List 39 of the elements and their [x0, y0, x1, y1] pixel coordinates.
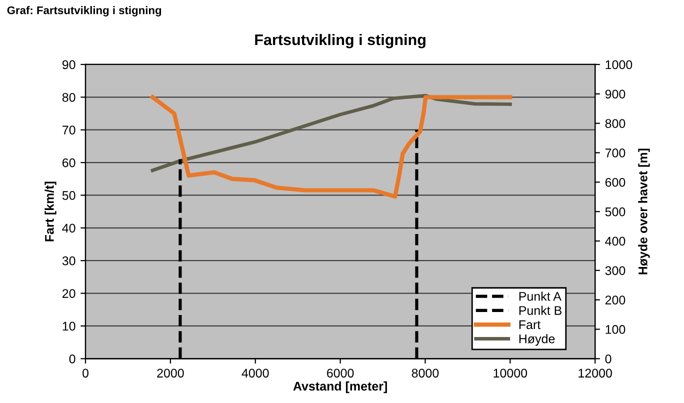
y-tick-label: 60: [62, 158, 76, 168]
line-series: [150, 94, 512, 172]
y2-tick-label: 600: [605, 178, 626, 187]
y-tick-label: 30: [62, 256, 76, 266]
y2-tick-label: 300: [605, 266, 626, 276]
legend-label: Punkt A: [519, 292, 562, 301]
legend-label: Høyde: [519, 334, 555, 346]
legend-label: Fart: [519, 320, 541, 330]
y-tick-label: 70: [62, 126, 76, 135]
text: Graf: Fartsutvikling i stigning: [7, 6, 162, 16]
y-tick-label: 20: [62, 289, 76, 298]
y2-tick-label: 800: [605, 119, 626, 128]
y2-axis-title: Høyde over havet [m]: [638, 148, 650, 274]
y2-tick-label: 900: [605, 90, 626, 99]
y-tick-label: 0: [69, 354, 76, 364]
x-tick-label: 12000: [578, 368, 612, 378]
x-tick-label: 0: [82, 368, 88, 378]
y2-tick-label: 700: [605, 148, 626, 158]
y-tick-label: 80: [62, 92, 76, 102]
y2-tick-label: 1000: [606, 60, 632, 70]
line-series: [150, 95, 512, 199]
x-tick-label: 6000: [327, 368, 354, 378]
legend-label: Punkt B: [519, 306, 562, 315]
y2-tick-label: 0: [605, 354, 612, 364]
y-tick-label: 50: [62, 191, 76, 200]
y2-tick-label: 500: [605, 207, 626, 216]
y-axis-title: Fart [km/t]: [44, 182, 56, 242]
chart-title: Fartsutvikling i stigning: [255, 34, 426, 48]
x-tick-label: 2000: [157, 368, 184, 378]
x-tick-label: 8000: [412, 368, 439, 378]
y-tick-label: 10: [62, 322, 76, 331]
y-tick-label: 40: [62, 224, 76, 233]
x-axis-title: Avstand [meter]: [293, 381, 387, 394]
y2-tick-label: 100: [606, 325, 626, 334]
x-tick-label: 10000: [494, 368, 528, 378]
y2-tick-label: 200: [605, 296, 626, 304]
x-tick-label: 4000: [242, 368, 269, 378]
y-tick-label: 90: [62, 60, 76, 70]
y2-tick-label: 400: [605, 236, 626, 246]
